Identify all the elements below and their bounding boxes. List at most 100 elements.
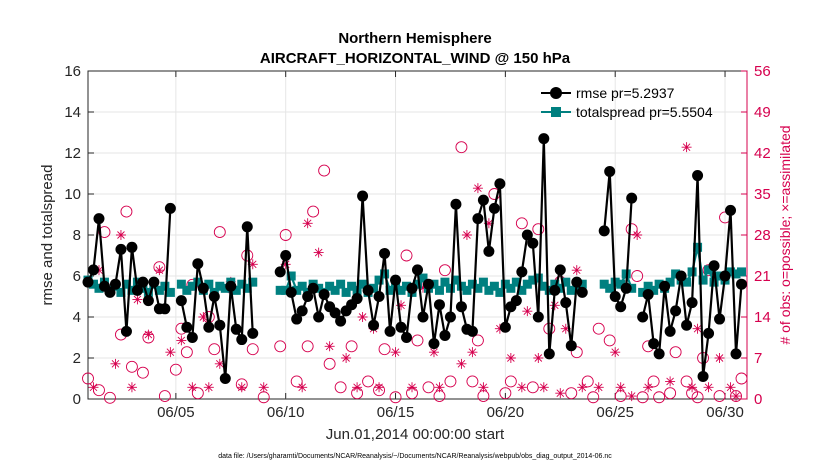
rmse-point [543, 348, 555, 360]
legend-totalspread-label: totalspread pr=5.5504 [576, 104, 713, 120]
x-axis-label: Jun.01,2014 00:00:00 start [326, 426, 505, 443]
possible-obs-point [455, 141, 468, 154]
possible-obs-point [636, 391, 649, 404]
totalspread-point [440, 277, 450, 287]
totalspread-point [369, 283, 379, 293]
assimilated-obs-point [247, 259, 258, 270]
rmse-point [483, 245, 495, 257]
rmse-point [604, 165, 616, 177]
totalspread-point [484, 285, 494, 295]
assimilated-obs-point [203, 382, 214, 393]
totalspread-point [577, 279, 587, 289]
possible-obs-point [664, 387, 677, 400]
observation-count-markers [82, 141, 748, 404]
totalspread-point [286, 271, 296, 281]
assimilated-obs-point [643, 382, 654, 393]
rmse-point [637, 311, 649, 323]
possible-obs-point [603, 334, 616, 347]
rmse-point [109, 278, 121, 290]
assimilated-obs-point [390, 347, 401, 358]
assimilated-obs-point [626, 391, 637, 402]
possible-obs-point [104, 391, 116, 404]
rmse-point [450, 198, 462, 210]
rmse-point [510, 295, 522, 307]
assimilated-obs-point [494, 323, 505, 334]
rmse-point [335, 315, 347, 327]
assimilated-obs-point [187, 382, 198, 393]
possible-obs-point [362, 375, 375, 388]
assimilated-obs-point [417, 282, 428, 293]
rmse-point [675, 270, 687, 282]
rmse-point [241, 221, 253, 233]
totalspread-point [215, 281, 225, 291]
rmse-point [192, 258, 204, 270]
rmse-point [714, 313, 726, 325]
assimilated-obs-point [505, 353, 516, 363]
totalspread-point [116, 287, 126, 297]
assimilated-obs-point [522, 306, 533, 317]
possible-obs-point [570, 346, 583, 359]
rmse-point [521, 229, 533, 241]
totalspread-point [671, 269, 681, 279]
assimilated-obs-point [681, 142, 692, 153]
rmse-point [395, 321, 407, 333]
totalspread-point [165, 287, 175, 297]
possible-obs-point [444, 375, 457, 388]
totalspread-point [550, 279, 560, 289]
assimilated-obs-point [577, 382, 588, 393]
possible-obs-point [180, 346, 193, 359]
rmse-point [653, 348, 665, 360]
possible-obs-point [625, 223, 638, 236]
possible-obs-point [125, 360, 138, 373]
possible-obs-point [378, 343, 391, 356]
y2-tick-label: 42 [754, 145, 771, 162]
rmse-point [82, 276, 94, 288]
possible-obs-point [499, 387, 512, 400]
chart-title-line1: Northern Hemisphere [338, 30, 491, 47]
possible-obs-point [471, 334, 484, 347]
totalspread-point [462, 285, 472, 295]
rmse-point [181, 321, 193, 333]
assimilated-obs-point [132, 294, 143, 305]
rmse-point [444, 311, 456, 323]
assimilated-obs-point [115, 230, 126, 240]
rmse-line [603, 171, 633, 310]
possible-obs-point [213, 226, 226, 239]
rmse-point [159, 303, 171, 315]
totalspread-point [204, 279, 214, 289]
rmse-point [142, 295, 154, 307]
rmse-point [703, 327, 715, 339]
possible-obs-point [323, 357, 336, 370]
rmse-point [659, 280, 671, 292]
totalspread-point [275, 285, 285, 295]
legend: rmse pr=5.2937 totalspread pr=5.5504 [541, 85, 713, 120]
chart-title-line2: AIRCRAFT_HORIZONTAL_WIND @ 150 hPa [260, 50, 571, 67]
rmse-point [318, 288, 330, 300]
rmse-point [401, 332, 413, 343]
rmse-point [164, 202, 176, 214]
totalspread-point [566, 285, 576, 295]
totalspread-point [242, 283, 252, 293]
rmse-point [725, 204, 737, 216]
rmse-point [208, 291, 220, 302]
rmse-point [686, 297, 698, 309]
assimilated-obs-point [341, 353, 352, 363]
possible-obs-point [389, 391, 402, 404]
rmse-point [527, 237, 539, 249]
rmse-point [697, 370, 709, 382]
possible-obs-point [290, 375, 303, 388]
series-lines [82, 133, 748, 384]
totalspread-point [528, 275, 538, 285]
totalspread-point [374, 275, 384, 285]
totalspread-point [336, 279, 346, 289]
assimilated-obs-point [110, 358, 121, 369]
possible-obs-point [191, 387, 204, 400]
possible-obs-point [466, 375, 479, 388]
totalspread-point [143, 287, 153, 297]
y2-axis-label: # of obs: o=possible; ×=assimilated [777, 125, 793, 344]
totalspread-point [517, 285, 527, 295]
assimilated-obs-point [280, 259, 291, 270]
totalspread-point [231, 285, 241, 295]
y2-tick-label: 56 [754, 63, 771, 80]
totalspread-point [385, 285, 395, 295]
